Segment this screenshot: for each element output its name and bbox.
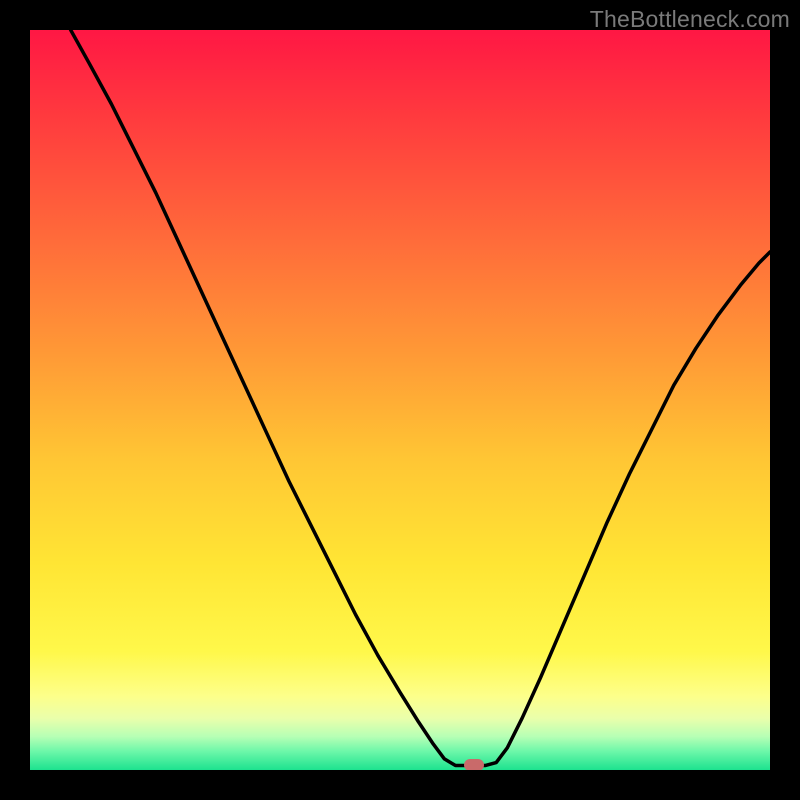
watermark-text: TheBottleneck.com	[590, 6, 790, 33]
plot-area	[30, 30, 770, 770]
bottleneck-curve	[30, 30, 770, 770]
optimum-marker	[464, 759, 484, 770]
